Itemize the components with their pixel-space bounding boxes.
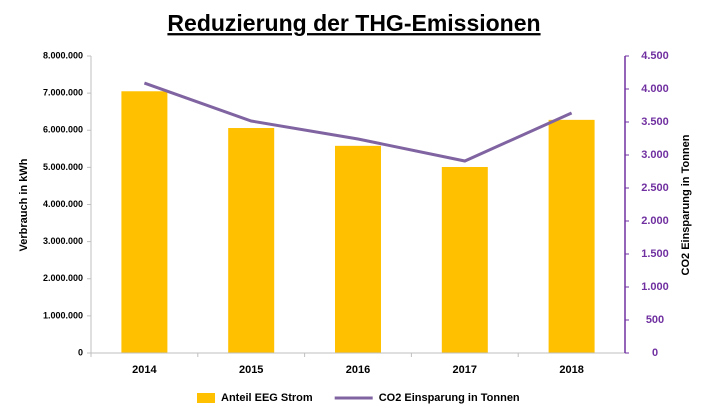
y-tick-label: 3.000.000 bbox=[43, 236, 83, 246]
y-tick-label: 7.000.000 bbox=[43, 88, 83, 98]
y2-axis-label: CO2 Einsparung in Tonnen bbox=[680, 134, 692, 275]
bar bbox=[335, 145, 381, 353]
x-tick-label: 2018 bbox=[559, 364, 583, 376]
y2-tick-label: 2.500 bbox=[641, 182, 669, 194]
y2-tick-label: 3.000 bbox=[641, 149, 669, 161]
y2-tick-label: 500 bbox=[646, 314, 664, 326]
y-axis-label: Verbrauch in kWh bbox=[18, 158, 30, 251]
legend-swatch bbox=[197, 393, 215, 403]
y-tick-label: 6.000.000 bbox=[43, 125, 83, 135]
legend-label: CO2 Einsparung in Tonnen bbox=[379, 392, 520, 404]
x-tick-label: 2015 bbox=[239, 364, 263, 376]
y-tick-label: 4.000.000 bbox=[43, 199, 83, 209]
chart-title: Reduzierung der THG-Emissionen bbox=[167, 10, 540, 36]
bar bbox=[441, 167, 488, 353]
y2-tick-label: 1.500 bbox=[641, 248, 669, 260]
x-tick-label: 2014 bbox=[132, 364, 157, 376]
y2-tick-label: 4.500 bbox=[641, 50, 669, 62]
y2-tick-label: 3.500 bbox=[641, 116, 669, 128]
x-tick-label: 2016 bbox=[346, 364, 370, 376]
y-tick-label: 2.000.000 bbox=[43, 273, 83, 283]
y2-tick-label: 2.000 bbox=[641, 215, 669, 227]
y-tick-label: 8.000.000 bbox=[43, 50, 83, 60]
bar bbox=[548, 119, 595, 353]
y-tick-label: 0 bbox=[78, 347, 83, 357]
bar bbox=[228, 128, 275, 353]
y2-tick-label: 0 bbox=[652, 347, 658, 359]
x-tick-label: 2017 bbox=[453, 364, 477, 376]
line bbox=[143, 81, 573, 163]
y-tick-label: 1.000.000 bbox=[43, 310, 83, 320]
legend-label: Anteil EEG Strom bbox=[221, 392, 313, 404]
bar bbox=[121, 91, 168, 354]
y-tick-label: 5.000.000 bbox=[43, 162, 83, 172]
y2-tick-label: 1.000 bbox=[641, 281, 669, 293]
y2-tick-label: 4.000 bbox=[641, 83, 669, 95]
